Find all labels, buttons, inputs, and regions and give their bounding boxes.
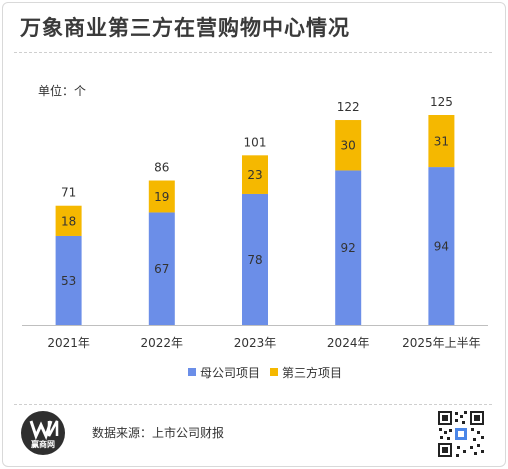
data-label-parent: 78 — [247, 253, 262, 267]
total-label: 101 — [244, 135, 267, 149]
data-label-third-party: 18 — [61, 214, 76, 228]
bar-segment-third-party — [242, 155, 268, 194]
data-label-parent: 53 — [61, 274, 76, 288]
bar-segment-parent — [148, 212, 175, 325]
logo-text: 赢商网 — [31, 440, 55, 449]
bar-segment-third-party — [335, 120, 362, 171]
footer-divider — [14, 404, 492, 405]
data-label-parent: 94 — [434, 240, 449, 254]
legend-label-third-party: 第三方项目 — [282, 365, 342, 380]
unit-label: 单位：个 — [38, 84, 87, 98]
data-label-third-party: 31 — [434, 135, 449, 149]
legend-label-parent: 母公司项目 — [200, 366, 260, 380]
data-label-third-party: 30 — [341, 139, 356, 153]
bar-segment-parent — [335, 170, 362, 325]
bar-segment-third-party — [428, 115, 455, 168]
bar-segment-parent — [55, 235, 82, 325]
data-label-third-party: 23 — [247, 168, 262, 182]
total-label: 71 — [61, 186, 76, 200]
winshang-logo-icon: 赢商网 — [21, 411, 65, 455]
bar-segment-parent — [428, 167, 455, 325]
bar-segment-third-party — [55, 205, 82, 236]
total-label: 125 — [430, 95, 453, 109]
x-tick-label: 2025年上半年 — [402, 336, 481, 350]
total-label: 122 — [337, 100, 360, 114]
total-label: 86 — [154, 161, 169, 175]
data-label-parent: 92 — [341, 241, 356, 255]
qr-code-icon — [437, 410, 485, 458]
data-label-parent: 67 — [154, 262, 169, 276]
title-divider — [14, 52, 492, 53]
x-tick-label: 2022年 — [141, 336, 184, 350]
bar-segment-parent — [242, 193, 268, 325]
x-tick-label: 2023年 — [234, 336, 277, 350]
bar-segment-third-party — [148, 180, 175, 213]
x-tick-label: 2021年 — [47, 336, 90, 350]
data-source: 数据来源：上市公司财报 — [92, 426, 225, 440]
legend-swatch-third-party — [270, 368, 278, 376]
legend-swatch-parent — [188, 368, 196, 376]
chart-title: 万象商业第三方在营购物中心情况 — [20, 16, 350, 40]
stacked-bar-chart: 53 18 71 2021年 67 19 86 2022年 78 23 101 2023年 92 30 12… — [22, 95, 488, 380]
data-label-third-party: 19 — [154, 190, 169, 204]
x-tick-label: 2024年 — [327, 336, 370, 350]
